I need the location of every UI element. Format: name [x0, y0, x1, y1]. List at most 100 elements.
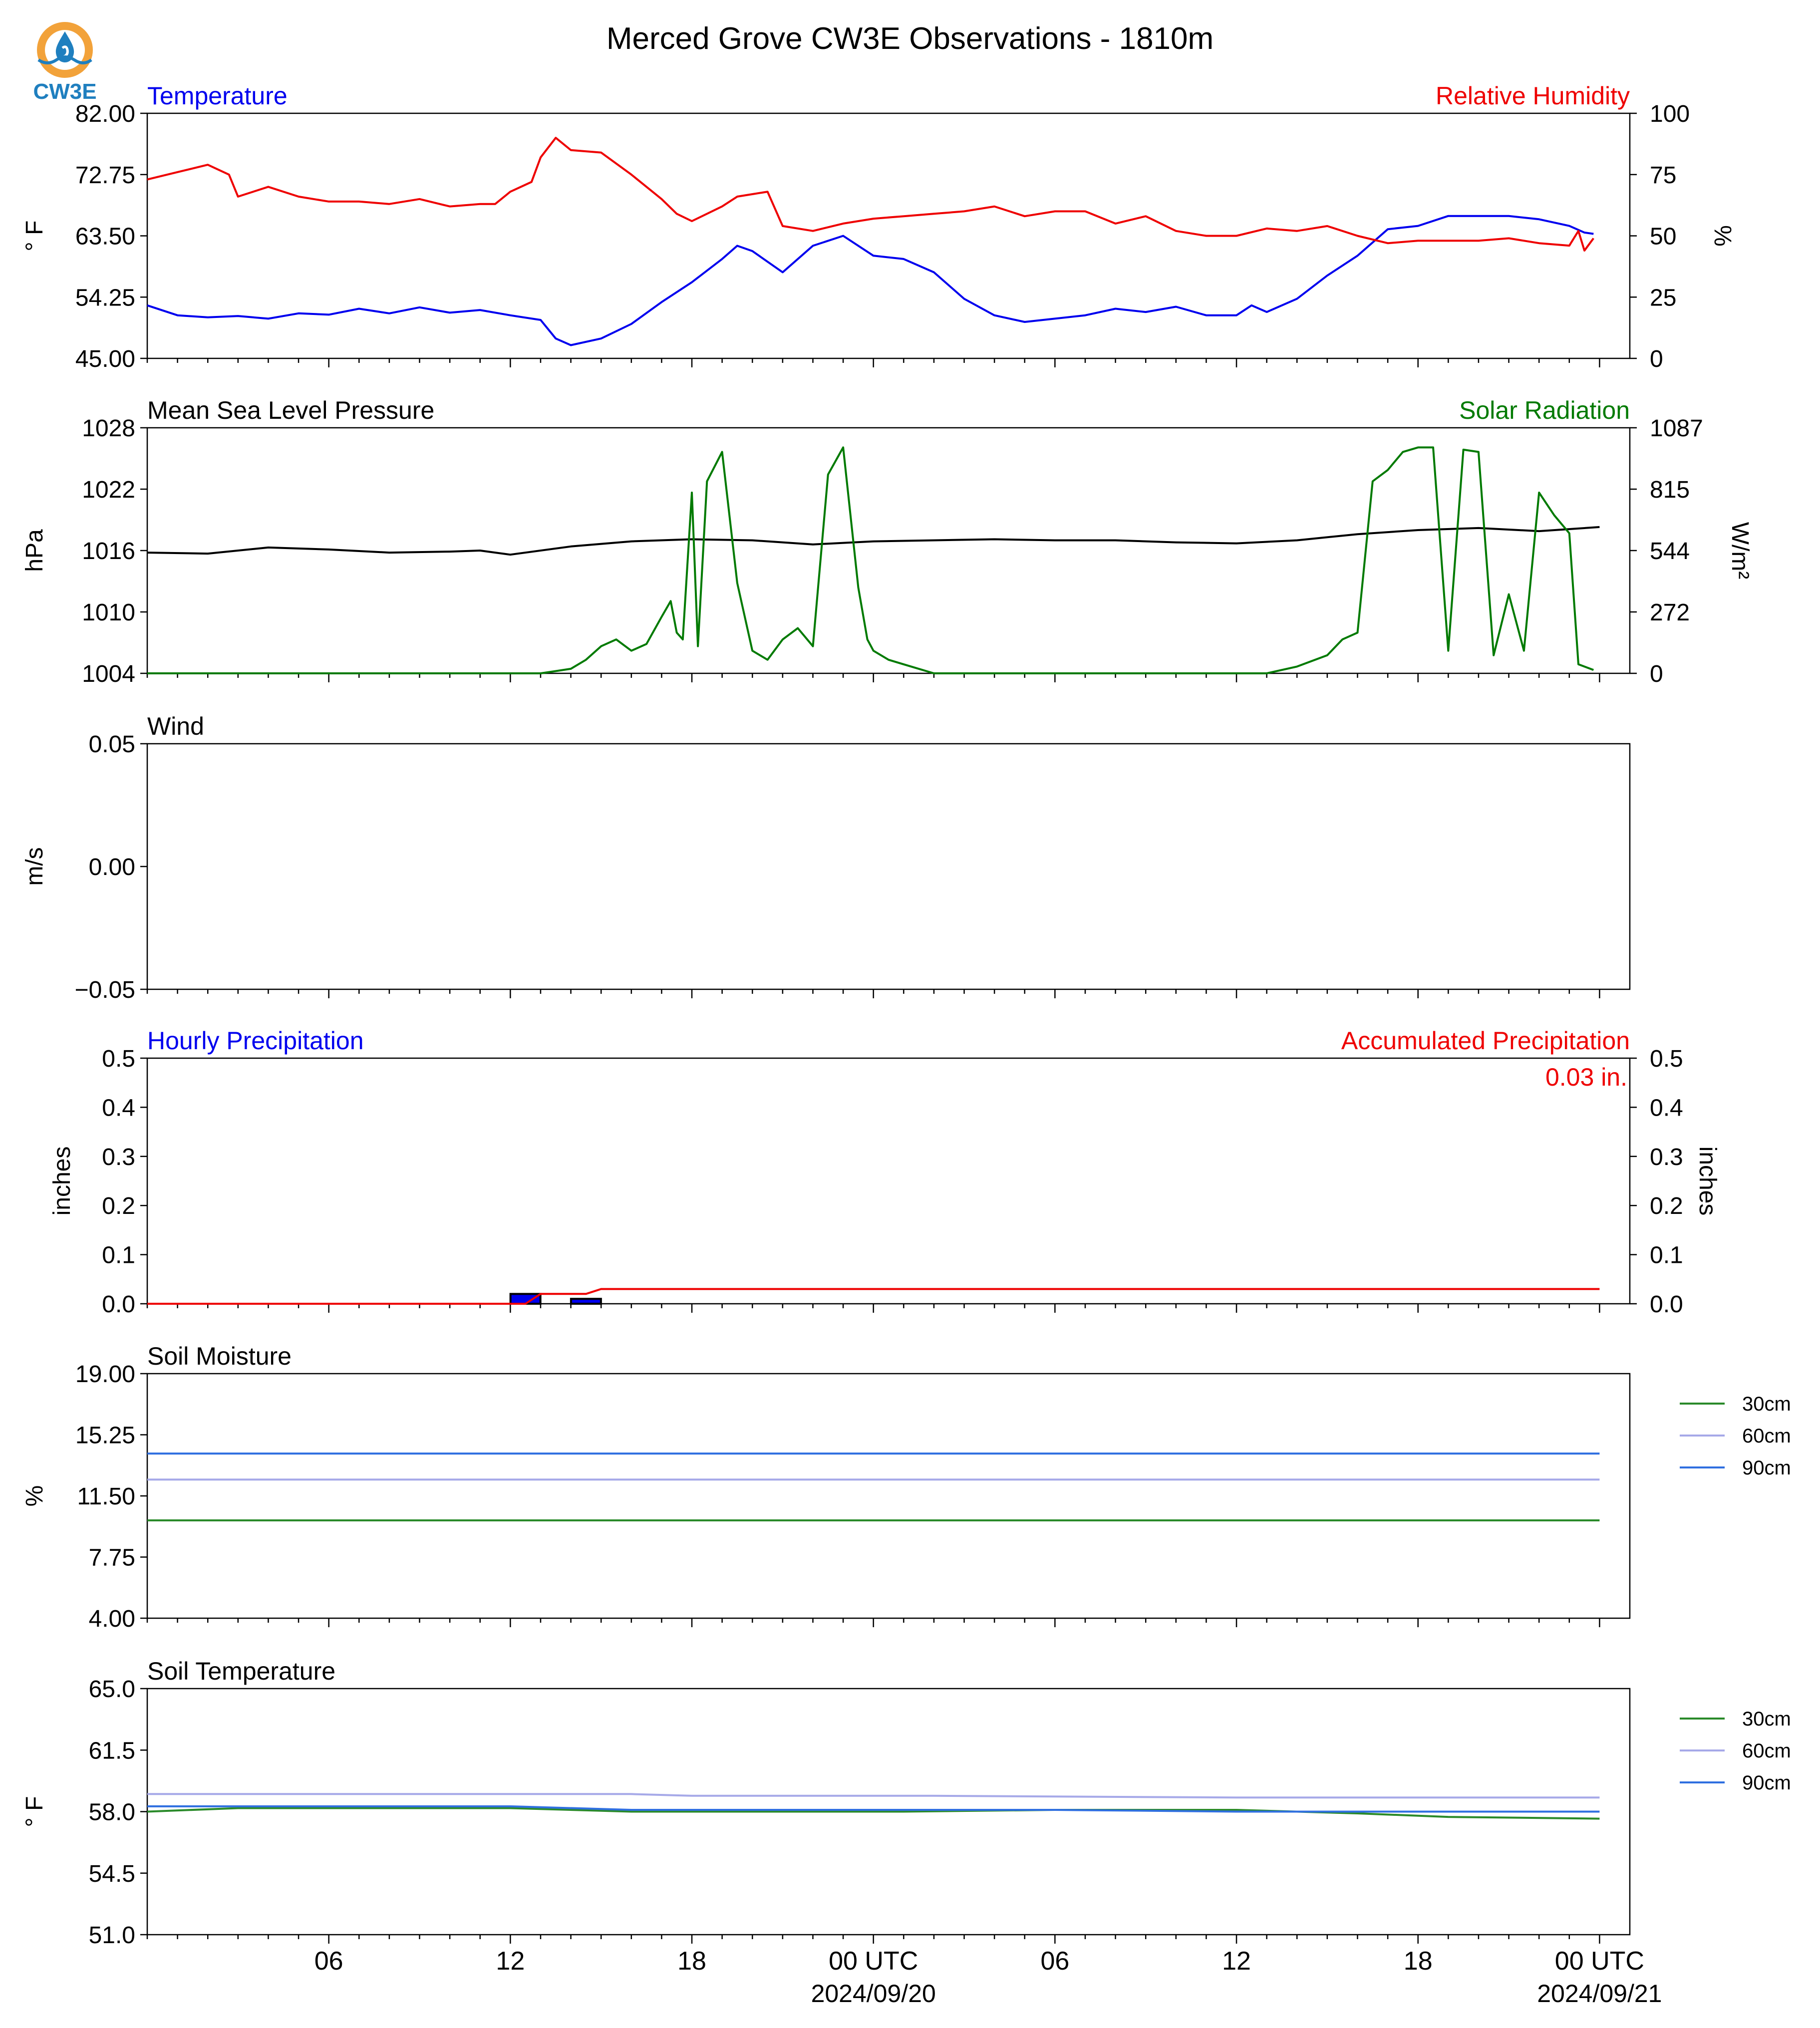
y-tick-label-left: 0.4: [102, 1095, 135, 1121]
y-tick-label-left: 63.50: [75, 224, 135, 250]
y-tick-label-left: 7.75: [89, 1545, 135, 1571]
y-tick-label-right: 75: [1650, 162, 1676, 189]
plot-frame: [146, 1373, 1631, 1619]
y-tick-label-right: 0.0: [1650, 1291, 1683, 1318]
panel-title-right: Solar Radiation: [1459, 396, 1630, 424]
y-tick-label-left: −0.05: [75, 977, 135, 1003]
panel-4: [146, 1057, 1631, 1305]
series-line-60cm: [147, 1793, 1600, 1799]
y-tick-label-left: 15.25: [75, 1423, 135, 1449]
y-axis-label-left: inches: [49, 1147, 75, 1216]
panel-3: [146, 743, 1631, 990]
x-tick-label: 00 UTC: [829, 1947, 918, 1976]
series-line-90cm: [147, 1805, 1600, 1813]
legend-label: 90cm: [1742, 1457, 1791, 1479]
plot-frame: [146, 743, 1631, 990]
y-axis-label-right: %: [1709, 225, 1736, 247]
y-tick-label-left: 4.00: [89, 1606, 135, 1632]
panel-title-left: Wind: [147, 712, 204, 740]
panel-5: [146, 1373, 1631, 1619]
panel-title-left: Soil Moisture: [147, 1342, 292, 1370]
y-tick-label-left: 0.2: [102, 1193, 135, 1219]
y-tick-label-left: 0.3: [102, 1144, 135, 1170]
series-line-temperature: [147, 215, 1594, 346]
y-tick-label-left: 1004: [82, 661, 135, 687]
series-line-mean-sea-level-pressure: [147, 526, 1600, 556]
y-tick-label-right: 272: [1650, 599, 1690, 626]
series-line-accumulated-precipitation: [147, 1288, 1600, 1305]
x-tick-label: 00 UTC: [1555, 1947, 1644, 1976]
x-date-label: 2024/09/21: [1537, 1980, 1662, 2008]
plot-frame: [146, 427, 1631, 674]
y-tick-label-left: 1016: [82, 538, 135, 565]
y-tick-label-right: 1087: [1650, 415, 1703, 442]
y-axis-label-right: inches: [1694, 1147, 1721, 1216]
cw3e-logo: CW3E: [27, 19, 102, 104]
y-axis-label-right: W/m²: [1727, 522, 1753, 579]
y-tick-label-left: 72.75: [75, 162, 135, 189]
panel-title-right: Accumulated Precipitation: [1341, 1027, 1630, 1055]
y-tick-label-right: 0.1: [1650, 1242, 1683, 1269]
y-tick-label-right: 0: [1650, 661, 1663, 687]
y-tick-label-right: 0.3: [1650, 1144, 1683, 1170]
panel-title-left: Hourly Precipitation: [147, 1027, 364, 1055]
y-tick-label-right: 0.5: [1650, 1046, 1683, 1072]
legend-label: 90cm: [1742, 1772, 1791, 1794]
y-tick-label-left: 82.00: [75, 101, 135, 127]
x-tick-label: 18: [677, 1947, 706, 1976]
y-tick-label-left: 1022: [82, 477, 135, 503]
y-axis-label-left: hPa: [21, 529, 48, 572]
y-tick-label-left: 51.0: [89, 1922, 135, 1949]
accumulated-total-annotation: 0.03 in.: [1545, 1063, 1627, 1091]
legend-label: 60cm: [1742, 1425, 1791, 1447]
hourly-precip-bar: [509, 1293, 542, 1305]
x-tick-label: 12: [496, 1947, 525, 1976]
y-axis-label-left: ° F: [21, 221, 48, 252]
x-tick-label: 06: [1040, 1947, 1069, 1976]
x-date-label: 2024/09/20: [811, 1980, 936, 2008]
y-tick-label-right: 0.4: [1650, 1095, 1683, 1121]
y-axis-label-left: ° F: [21, 1796, 48, 1827]
y-tick-label-left: 61.5: [89, 1738, 135, 1764]
y-tick-label-right: 100: [1650, 101, 1690, 127]
legend-label: 30cm: [1742, 1393, 1791, 1415]
y-tick-label-right: 815: [1650, 477, 1690, 503]
y-tick-label-left: 1028: [82, 415, 135, 442]
hourly-precip-bar: [570, 1298, 602, 1305]
y-tick-label-left: 58.0: [89, 1799, 135, 1826]
y-tick-label-left: 65.0: [89, 1676, 135, 1703]
y-tick-label-left: 11.50: [77, 1483, 135, 1510]
y-tick-label-left: 0.00: [89, 854, 135, 880]
y-axis-label-left: %: [21, 1485, 48, 1507]
legend-label: 30cm: [1742, 1708, 1791, 1730]
y-tick-label-right: 50: [1650, 224, 1676, 250]
y-tick-label-left: 54.25: [75, 285, 135, 311]
y-tick-label-left: 0.05: [89, 731, 135, 758]
y-tick-label-right: 0: [1650, 346, 1663, 372]
panel-title-left: Temperature: [147, 82, 288, 110]
y-tick-label-right: 0.2: [1650, 1193, 1683, 1219]
y-tick-label-left: 45.00: [75, 346, 135, 372]
legend-label: 60cm: [1742, 1740, 1791, 1762]
y-tick-label-left: 1010: [82, 599, 135, 626]
y-tick-label-left: 0.5: [102, 1046, 135, 1072]
y-tick-label-left: 19.00: [75, 1361, 135, 1388]
plot-frame: [146, 1057, 1631, 1305]
y-tick-label-right: 25: [1650, 285, 1676, 311]
y-tick-label-left: 0.1: [102, 1242, 135, 1269]
panel-1: [146, 112, 1631, 359]
panel-title-left: Mean Sea Level Pressure: [147, 396, 434, 424]
panel-2: [146, 427, 1631, 674]
y-axis-label-left: m/s: [21, 847, 48, 885]
plot-frame: [146, 112, 1631, 359]
figure-title: Merced Grove CW3E Observations - 1810m: [607, 21, 1213, 56]
series-line-solar-radiation: [147, 446, 1594, 674]
logo-text: CW3E: [33, 79, 96, 104]
panel-title-right: Relative Humidity: [1436, 82, 1630, 110]
panel-title-left: Soil Temperature: [147, 1657, 335, 1685]
y-tick-label-left: 54.5: [89, 1861, 135, 1887]
y-tick-label-right: 544: [1650, 538, 1690, 565]
x-tick-label: 18: [1404, 1947, 1433, 1976]
y-tick-label-left: 0.0: [102, 1291, 135, 1318]
